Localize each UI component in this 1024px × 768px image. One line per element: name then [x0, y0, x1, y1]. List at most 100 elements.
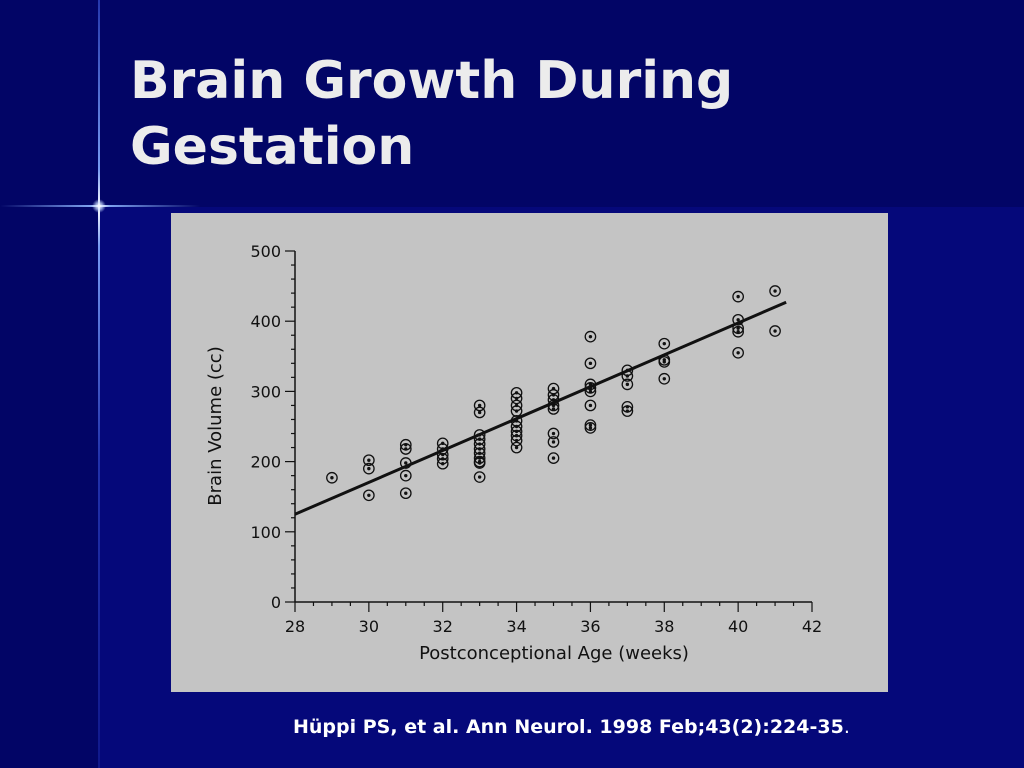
data-point-dot — [662, 377, 666, 381]
data-point — [436, 457, 449, 470]
data-point — [473, 406, 486, 419]
regression-line-group — [294, 300, 787, 516]
data-point-dot — [588, 361, 593, 366]
data-point — [584, 357, 597, 370]
data-point-ring — [732, 290, 744, 303]
y-tick-label: 500 — [250, 242, 281, 261]
x-axis-label: Postconceptional Age (weeks) — [419, 643, 689, 664]
data-point — [473, 471, 486, 483]
data-point-ring — [510, 434, 523, 447]
data-point-dot — [514, 438, 519, 443]
data-point-dot — [736, 294, 740, 299]
data-point-dot — [477, 461, 482, 465]
data-point-ring — [584, 422, 597, 434]
data-point-dot — [404, 447, 408, 451]
data-point-ring — [547, 427, 560, 440]
data-point-ring — [769, 285, 781, 297]
data-point — [510, 392, 523, 405]
data-point — [584, 330, 597, 343]
data-point-ring — [658, 356, 671, 368]
data-point — [621, 405, 634, 417]
data-point — [399, 487, 412, 500]
data-point-dot — [588, 389, 593, 394]
data-point-dot — [736, 326, 740, 330]
x-tick-label: 42 — [802, 617, 822, 636]
y-tick-label: 100 — [250, 523, 281, 542]
data-point — [547, 382, 560, 395]
data-point-ring — [473, 399, 486, 412]
data-point-ring — [326, 471, 338, 484]
data-point-ring — [621, 405, 634, 417]
data-point-ring — [658, 337, 671, 350]
data-point — [510, 441, 523, 454]
data-point-dot — [404, 461, 408, 465]
data-point — [658, 372, 671, 385]
x-tick-label: 40 — [728, 617, 748, 636]
data-point-dot — [330, 476, 334, 480]
data-point-dot — [551, 431, 556, 436]
left-margin-background — [0, 207, 98, 768]
data-point-dot — [404, 473, 408, 478]
chart-figure: 0 100 200 300 400 500 28 30 32 34 36 38 40 42 Brain V… — [171, 213, 888, 692]
decorative-vertical-line — [98, 0, 100, 768]
data-point — [510, 405, 523, 417]
data-point-dot — [514, 409, 519, 413]
data-point — [658, 356, 671, 368]
data-points — [326, 285, 781, 502]
x-tick-label: 28 — [285, 617, 305, 636]
data-point-dot — [625, 409, 630, 413]
data-point — [363, 462, 375, 475]
data-point — [363, 489, 375, 502]
y-tick-label: 300 — [250, 382, 281, 401]
data-point-dot — [662, 341, 666, 346]
data-point-dot — [367, 458, 371, 462]
data-point-ring — [510, 441, 523, 454]
data-point — [621, 378, 634, 391]
data-point-ring — [363, 454, 375, 467]
data-point-dot — [477, 475, 482, 479]
data-point-dot — [514, 445, 519, 450]
data-point — [510, 434, 523, 447]
slide-title: Brain Growth During Gestation — [130, 48, 990, 180]
data-point — [584, 419, 597, 431]
data-point — [326, 471, 338, 484]
data-point-ring — [399, 443, 412, 455]
data-point-dot — [588, 403, 593, 408]
y-tick-label: 0 — [271, 593, 281, 612]
y-axis-label: Brain Volume (cc) — [205, 346, 226, 505]
citation-text: Hüppi PS, et al. Ann Neurol. 1998 Feb;43… — [293, 716, 844, 738]
data-point-dot — [736, 318, 740, 322]
data-point-dot — [588, 426, 593, 430]
data-point-ring — [732, 325, 744, 338]
slide-title-line-1: Brain Growth During — [130, 51, 734, 111]
data-point-dot — [477, 403, 482, 408]
data-point — [732, 290, 744, 303]
data-point — [658, 337, 671, 350]
data-point — [473, 457, 486, 469]
x-tick-label: 36 — [580, 617, 600, 636]
data-point — [769, 285, 781, 297]
data-point-dot — [367, 466, 371, 471]
citation: Hüppi PS, et al. Ann Neurol. 1998 Feb;43… — [293, 716, 850, 738]
data-point-dot — [736, 351, 740, 355]
data-point-dot — [773, 329, 777, 333]
data-point-ring — [547, 452, 560, 464]
data-point — [399, 469, 412, 482]
data-point-dot — [551, 456, 556, 460]
data-point-dot — [736, 330, 740, 334]
data-point-dot — [662, 360, 666, 364]
data-point-ring — [584, 330, 597, 343]
data-point-ring — [473, 406, 486, 419]
x-tick-label: 30 — [359, 617, 379, 636]
data-point-ring — [658, 372, 671, 385]
data-point — [363, 454, 375, 467]
data-point — [547, 436, 560, 448]
data-point-dot — [588, 334, 593, 339]
data-point-ring — [473, 471, 486, 483]
data-point-ring — [584, 357, 597, 370]
x-tick-label: 38 — [654, 617, 674, 636]
data-point — [584, 422, 597, 434]
x-tick-label: 32 — [433, 617, 453, 636]
header-background — [0, 0, 1024, 207]
data-point — [732, 346, 744, 359]
